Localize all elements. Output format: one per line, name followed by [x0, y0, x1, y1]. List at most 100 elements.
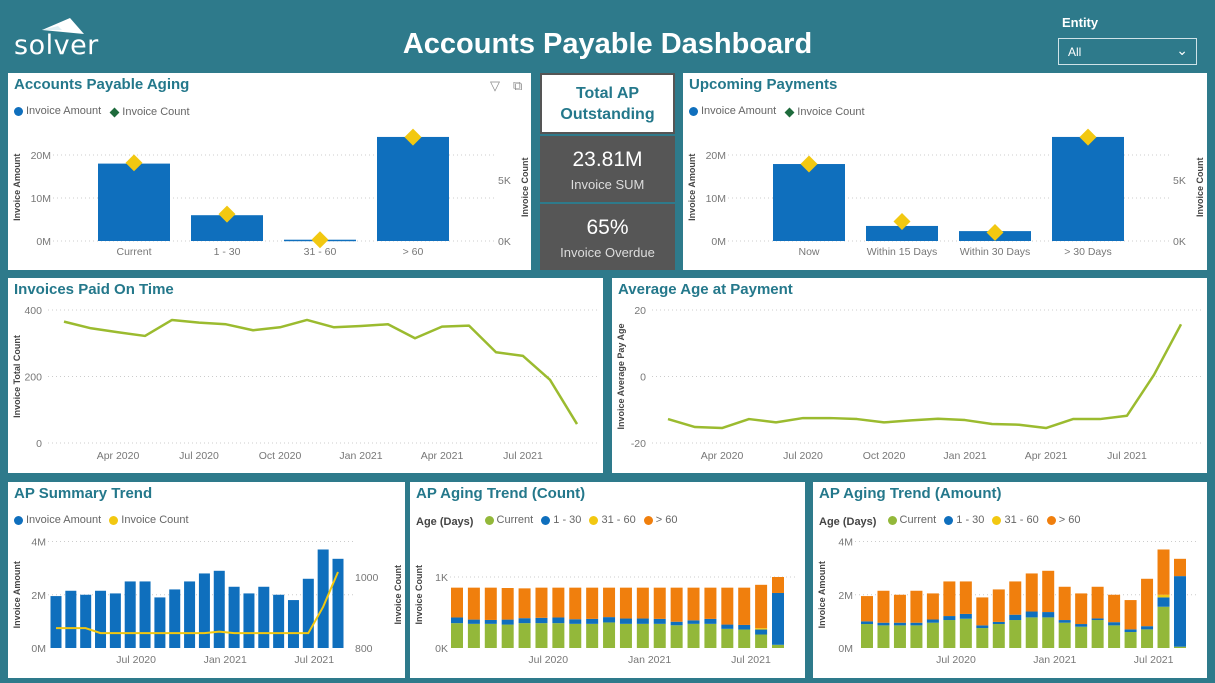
bar-segment-current: [738, 629, 751, 648]
legend-item-invoice-amount[interactable]: Invoice Amount: [689, 105, 776, 117]
bar-invoice-amount: [184, 581, 196, 648]
entity-dropdown[interactable]: All ⌄: [1058, 38, 1197, 65]
solver-logo-mark: [42, 18, 84, 34]
marker-invoice-count: [218, 205, 236, 223]
filter-icon[interactable]: ▽: [490, 78, 500, 93]
y2-axis-title: Invoice Count: [1195, 157, 1205, 217]
legend-item-invoice-amount[interactable]: Invoice Amount: [14, 514, 101, 526]
bar-segment-current: [653, 623, 666, 648]
panel-title: Invoices Paid On Time: [14, 281, 174, 298]
x-tick-label: 31 - 60: [304, 246, 337, 258]
ap-aging-trend-amount-panel: AP Aging Trend (Amount) Age (Days) Curre…: [813, 482, 1207, 678]
y-axis-title: Invoice Amount: [12, 154, 22, 221]
legend-item-31-60[interactable]: 31 - 60: [589, 514, 636, 526]
panel-title: AP Summary Trend: [14, 485, 153, 502]
bar-segment-1-30: [1108, 622, 1121, 626]
bar-invoice-amount: [109, 593, 121, 648]
legend-item-31-60[interactable]: 31 - 60: [992, 514, 1039, 526]
legend-item-invoice-count[interactable]: Invoice Count: [784, 106, 865, 118]
y-axis-title: Invoice Amount: [687, 154, 697, 221]
y-axis-title: Invoice Count: [414, 565, 424, 625]
bar-segment-over-60: [893, 594, 906, 623]
kpi-invoice-sum: 23.81M Invoice SUM: [540, 136, 675, 202]
x-tick-label: Apr 2020: [701, 450, 744, 462]
ap-aging-trend-count-chart: 0K 1K Invoice Count Jul 2020 Jan 2021 Jul 202…: [414, 565, 795, 666]
bar-invoice-amount: [139, 581, 151, 648]
y2-tick-label: 0K: [498, 236, 511, 248]
bar-segment-over-60: [943, 581, 956, 617]
legend-item-invoice-count[interactable]: Invoice Count: [109, 106, 190, 118]
legend-item-over-60[interactable]: > 60: [1046, 514, 1081, 526]
y-tick-label: 1K: [435, 572, 448, 584]
bar-invoice-amount: [243, 593, 255, 648]
y-axis-title: Invoice Amount: [12, 561, 22, 628]
bar-segment-1-30: [1157, 597, 1170, 607]
bar-segment-1-30: [704, 618, 717, 624]
bar-segment-current: [670, 625, 683, 648]
x-tick-label: Apr 2021: [1025, 450, 1068, 462]
bar-segment-1-30: [451, 617, 463, 624]
bar-segment-1-30: [1141, 626, 1154, 630]
marker-invoice-count: [800, 155, 818, 173]
bar-segment-over-60: [636, 587, 649, 619]
panel-title: AP Aging Trend (Amount): [819, 485, 1002, 502]
bar-segment-over-60: [1141, 578, 1154, 627]
bar-segment-over-60: [704, 587, 717, 619]
x-tick-label: Apr 2020: [97, 450, 140, 462]
bar-segment-1-30: [569, 619, 582, 624]
bar-segment-over-60: [586, 587, 599, 619]
x-tick-label: > 30 Days: [1064, 246, 1112, 258]
x-tick-label: Jan 2021: [339, 450, 382, 462]
legend-item-invoice-count[interactable]: Invoice Count: [109, 514, 189, 526]
bar-segment-current: [861, 624, 873, 648]
bar-segment-1-30: [1058, 620, 1071, 623]
legend-item-invoice-amount[interactable]: Invoice Amount: [14, 105, 101, 117]
entity-dropdown-value: All: [1068, 45, 1082, 59]
bar-invoice-amount: [65, 590, 77, 648]
bar-invoice-amount: [377, 136, 449, 241]
bar-segment-current: [755, 634, 768, 648]
bar-segment-over-60: [1091, 586, 1104, 619]
ap-summary-trend-chart: 0M 2M 4M Invoice Amount 800 1000 Invoice Count…: [12, 537, 403, 667]
average-age-chart: -20 0 20 Invoice Average Pay Age Apr 2020 Jul…: [616, 305, 1202, 462]
bar-segment-1-30: [535, 617, 548, 624]
legend-item-current[interactable]: Current: [887, 514, 936, 526]
bar-segment-over-60: [1009, 581, 1022, 615]
panel-title: Accounts Payable Aging: [14, 76, 190, 93]
y-tick-label: 200: [24, 372, 42, 384]
bar-segment-over-60: [467, 587, 480, 620]
upcoming-payments-panel: Upcoming Payments Invoice Amount Invoice…: [683, 73, 1207, 270]
kpi-value: 23.81M: [572, 148, 643, 171]
bar-segment-current: [959, 618, 972, 648]
bar-segment-current: [636, 623, 649, 648]
bar-segment-1-30: [1174, 576, 1186, 647]
bar-segment-current: [943, 620, 956, 648]
bar-invoice-amount: [213, 570, 225, 648]
marker-invoice-count: [311, 231, 329, 249]
focus-mode-icon[interactable]: ⧉: [513, 78, 523, 93]
x-tick-label: Jul 2021: [503, 450, 543, 462]
bar-segment-1-30: [772, 592, 784, 645]
x-tick-label: Within 15 Days: [867, 246, 938, 258]
bar-segment-over-60: [861, 596, 873, 622]
bar-segment-current: [518, 623, 531, 648]
bar-segment-1-30: [943, 616, 956, 621]
bar-segment-over-60: [603, 587, 616, 618]
bar-segment-1-30: [1025, 611, 1038, 618]
y-tick-label: 0M: [31, 643, 46, 655]
bar-segment-over-60: [755, 584, 768, 629]
ap-aging-chart: 0M 10M 20M Invoice Amount 0K 5K Invoice Count C…: [12, 128, 530, 258]
bar-segment-current: [552, 623, 565, 648]
legend-item-1-30[interactable]: 1 - 30: [541, 514, 581, 526]
x-tick-label: Within 30 Days: [960, 246, 1031, 258]
legend-item-1-30[interactable]: 1 - 30: [944, 514, 984, 526]
bar-segment-over-60: [535, 587, 548, 618]
bar-segment-current: [451, 623, 463, 648]
y-tick-label: 4M: [31, 537, 46, 549]
legend-item-over-60[interactable]: > 60: [643, 514, 678, 526]
y-axis-title: Invoice Amount: [817, 561, 827, 628]
x-tick-label: Jan 2021: [204, 654, 247, 666]
legend-item-current[interactable]: Current: [484, 514, 533, 526]
invoices-paid-on-time-chart: 0 200 400 Invoice Total Count Apr 2020 Jul 20…: [12, 305, 598, 462]
bar-invoice-amount: [98, 163, 170, 241]
